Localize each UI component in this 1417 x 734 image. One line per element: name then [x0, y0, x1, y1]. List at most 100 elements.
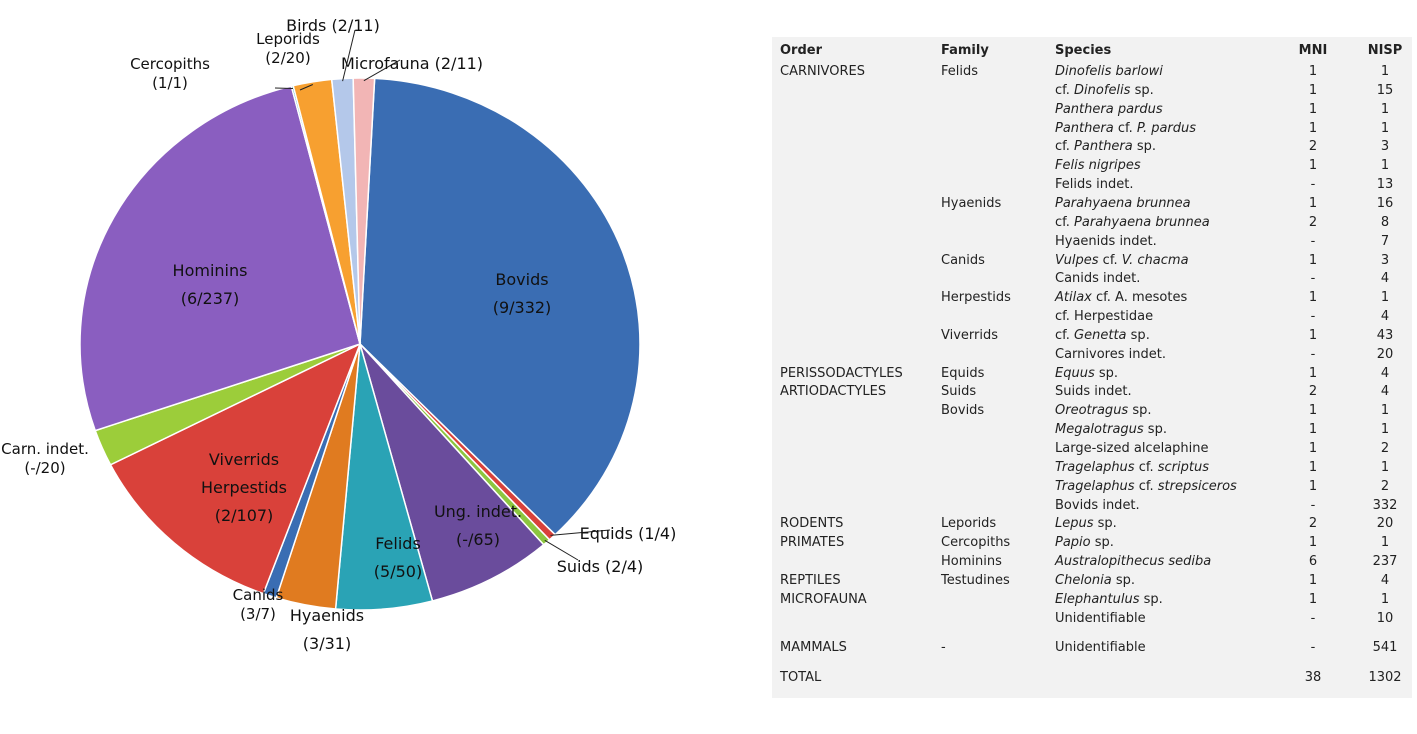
pie-label: Birds (2/11) [253, 12, 413, 40]
species-text: cf. [1055, 139, 1074, 154]
species-cell: cf. Genetta sp. [1055, 328, 1150, 343]
species-cell: Canids indet. [1055, 271, 1140, 286]
species-cell: Tragelaphus cf. scriptus [1055, 460, 1209, 475]
category-label: Bovids [495, 270, 548, 289]
species-cell: Elephantulus sp. [1055, 592, 1163, 607]
species-italic: Megalotragus [1055, 422, 1144, 437]
nisp-cell: 43 [1377, 328, 1394, 343]
nisp-cell: 1 [1381, 64, 1389, 79]
species-text: Bovids indet. [1055, 498, 1140, 513]
species-text: sp. [1094, 516, 1117, 531]
nisp-cell: 4 [1381, 366, 1389, 381]
nisp-cell: 3 [1381, 253, 1389, 268]
mni-cell: - [1311, 498, 1316, 513]
mni-cell: 2 [1309, 516, 1317, 531]
nisp-cell: 10 [1377, 611, 1394, 626]
value-label: (5/50) [374, 562, 422, 581]
nisp-cell: 4 [1381, 271, 1389, 286]
category-label: Felids [375, 534, 421, 553]
nisp-cell: 4 [1381, 309, 1389, 324]
mni-cell: 1 [1309, 441, 1317, 456]
species-cell: Unidentifiable [1055, 640, 1146, 655]
value-label: (1/4) [638, 524, 676, 543]
species-italic: Tragelaphus [1055, 479, 1135, 494]
species-text: Unidentifiable [1055, 611, 1146, 626]
species-cell: cf. Herpestidae [1055, 309, 1153, 324]
species-cell: Hyaenids indet. [1055, 234, 1157, 249]
category-label: Ung. indet. [434, 502, 522, 521]
nisp-cell: 1 [1381, 460, 1389, 475]
mni-cell: 1 [1309, 592, 1317, 607]
mni-cell: 1 [1309, 460, 1317, 475]
mni-cell: 1 [1309, 328, 1317, 343]
species-text: Suids indet. [1055, 384, 1132, 399]
value-label: (2/4) [605, 557, 643, 576]
species-italic: Parahyaena brunnea [1055, 196, 1191, 211]
species-cell: Carnivores indet. [1055, 347, 1166, 362]
nisp-cell: 7 [1381, 234, 1389, 249]
species-cell: Panthera cf. P. pardus [1055, 121, 1196, 136]
mni-cell: 6 [1309, 554, 1317, 569]
species-italic: Felis nigripes [1055, 158, 1141, 173]
species-italic: Vulpes [1055, 253, 1099, 268]
species-italic: Panthera [1055, 121, 1114, 136]
species-italic: Lepus [1055, 516, 1094, 531]
nisp-cell: 237 [1373, 554, 1398, 569]
species-text: sp. [1144, 422, 1167, 437]
species-cell: Atilax cf. A. mesotes [1055, 290, 1187, 305]
family-cell: Herpestids [941, 290, 1011, 305]
family-cell: Testudines [941, 573, 1010, 588]
species-text: sp. [1112, 573, 1135, 588]
family-cell: Suids [941, 384, 976, 399]
species-text: sp. [1133, 139, 1156, 154]
species-cell: Papio sp. [1055, 535, 1114, 550]
pie-label: Microfauna (2/11) [332, 50, 492, 78]
species-text: cf. [1055, 328, 1074, 343]
value-label: (1/1) [152, 74, 188, 92]
family-cell: Equids [941, 366, 984, 381]
species-italic: Elephantulus [1055, 592, 1139, 607]
species-text: cf. [1099, 253, 1122, 268]
species-text: cf. [1114, 121, 1137, 136]
species-cell: cf. Parahyaena brunnea [1055, 215, 1210, 230]
mni-cell: 1 [1309, 573, 1317, 588]
species-italic: Tragelaphus [1055, 460, 1135, 475]
species-cell: Equus sp. [1055, 366, 1118, 381]
nisp-cell: 2 [1381, 441, 1389, 456]
value-label: (3/7) [240, 605, 276, 623]
nisp-cell: 8 [1381, 215, 1389, 230]
species-italic: V. chacma [1122, 253, 1189, 268]
nisp-cell: 13 [1377, 177, 1394, 192]
nisp-cell: 1 [1381, 121, 1389, 136]
species-text: Canids indet. [1055, 271, 1140, 286]
mni-cell: 38 [1305, 670, 1322, 685]
species-cell: Chelonia sp. [1055, 573, 1135, 588]
pie-label: Carn. indet.(-/20) [0, 440, 125, 478]
pie-label: Hominins(6/237) [130, 257, 290, 313]
page: {"chart_data":{"type":"pie", "categories… [0, 0, 1417, 734]
nisp-cell: 332 [1373, 498, 1398, 513]
species-cell: Parahyaena brunnea [1055, 196, 1191, 211]
header-cell: Family [941, 43, 989, 58]
header-cell: MNI [1299, 43, 1328, 58]
family-cell: Bovids [941, 403, 984, 418]
species-text: sp. [1091, 535, 1114, 550]
order-cell: TOTAL [780, 670, 821, 685]
species-italic: Oreotragus [1055, 403, 1128, 418]
species-text: cf. [1055, 215, 1074, 230]
pie-label: Bovids(9/332) [442, 266, 602, 322]
species-cell: Felis nigripes [1055, 158, 1141, 173]
mni-cell: 1 [1309, 83, 1317, 98]
pie-label: Equids (1/4) [548, 520, 708, 548]
mni-cell: - [1311, 234, 1316, 249]
species-text: cf. Herpestidae [1055, 309, 1153, 324]
species-text: sp. [1139, 592, 1162, 607]
species-italic: P. pardus [1137, 121, 1196, 136]
category-label: Microfauna [341, 54, 430, 73]
header-cell: Species [1055, 43, 1111, 58]
mni-cell: 1 [1309, 366, 1317, 381]
mni-cell: - [1311, 347, 1316, 362]
species-cell: Megalotragus sp. [1055, 422, 1167, 437]
header-cell: Order [780, 43, 822, 58]
species-text: cf. [1055, 83, 1074, 98]
